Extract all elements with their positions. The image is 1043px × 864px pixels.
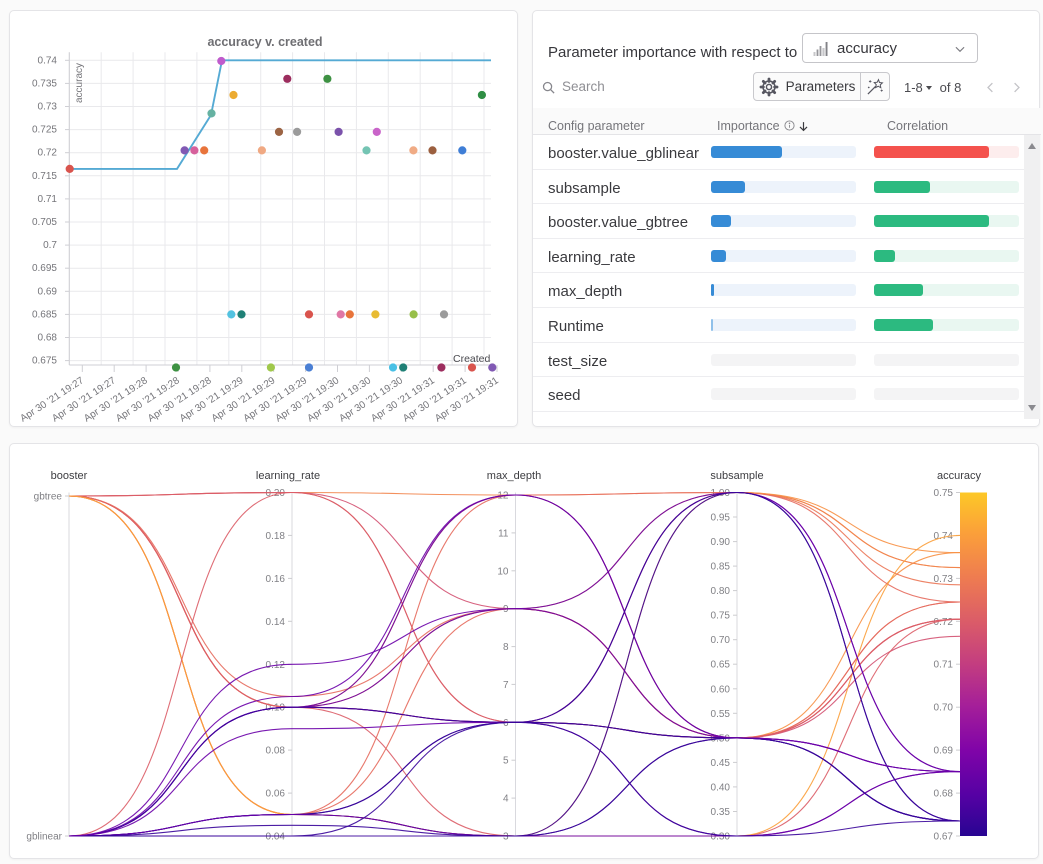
svg-text:0.74: 0.74 (38, 55, 58, 66)
svg-text:0.85: 0.85 (711, 562, 731, 573)
svg-text:0.14: 0.14 (266, 617, 286, 628)
svg-text:3: 3 (503, 832, 509, 843)
svg-text:subsample: subsample (710, 470, 763, 482)
svg-text:0.74: 0.74 (934, 531, 954, 542)
svg-text:4: 4 (503, 794, 509, 805)
svg-text:accuracy: accuracy (74, 63, 85, 103)
svg-text:0.725: 0.725 (32, 125, 57, 136)
svg-text:0.7: 0.7 (43, 240, 57, 251)
svg-text:0.70: 0.70 (934, 703, 954, 714)
svg-text:0.73: 0.73 (38, 102, 58, 113)
svg-text:learning_rate: learning_rate (256, 470, 320, 482)
svg-text:0.68: 0.68 (934, 789, 954, 800)
svg-text:0.30: 0.30 (711, 832, 731, 843)
svg-text:0.55: 0.55 (711, 709, 731, 720)
svg-text:0.72: 0.72 (934, 617, 954, 628)
svg-text:6: 6 (503, 718, 509, 729)
svg-text:gblinear: gblinear (26, 832, 62, 843)
svg-text:0.80: 0.80 (711, 586, 731, 597)
svg-text:gbtree: gbtree (34, 492, 63, 503)
svg-text:0.705: 0.705 (32, 217, 57, 228)
svg-text:10: 10 (497, 566, 509, 577)
svg-text:0.73: 0.73 (934, 574, 954, 585)
svg-text:0.72: 0.72 (38, 148, 58, 159)
svg-text:0.675: 0.675 (32, 356, 57, 367)
svg-text:0.75: 0.75 (934, 488, 954, 499)
svg-text:11: 11 (498, 528, 509, 539)
svg-text:0.06: 0.06 (266, 789, 286, 800)
svg-text:max_depth: max_depth (487, 470, 541, 482)
svg-text:0.695: 0.695 (32, 263, 57, 274)
svg-text:0.75: 0.75 (711, 611, 731, 622)
svg-text:0.70: 0.70 (711, 635, 731, 646)
svg-text:0.715: 0.715 (32, 171, 57, 182)
svg-text:0.69: 0.69 (934, 746, 954, 757)
svg-text:0.71: 0.71 (934, 660, 954, 671)
svg-text:booster: booster (51, 470, 88, 482)
svg-text:Created: Created (453, 353, 491, 365)
svg-text:0.60: 0.60 (711, 684, 731, 695)
svg-text:0.20: 0.20 (266, 488, 286, 499)
svg-text:8: 8 (503, 642, 509, 653)
svg-text:0.685: 0.685 (32, 309, 57, 320)
svg-text:0.735: 0.735 (32, 78, 57, 89)
svg-text:0.16: 0.16 (266, 574, 286, 585)
svg-text:7: 7 (503, 680, 509, 691)
svg-text:0.40: 0.40 (711, 782, 731, 793)
svg-text:0.71: 0.71 (38, 194, 58, 205)
svg-text:0.04: 0.04 (266, 832, 286, 843)
svg-text:0.35: 0.35 (711, 807, 731, 818)
svg-text:5: 5 (503, 756, 509, 767)
svg-text:9: 9 (503, 604, 509, 615)
svg-text:0.18: 0.18 (266, 531, 286, 542)
svg-text:0.69: 0.69 (38, 286, 58, 297)
svg-text:0.68: 0.68 (38, 333, 58, 344)
svg-text:0.90: 0.90 (711, 537, 731, 548)
svg-text:0.67: 0.67 (934, 832, 954, 843)
svg-text:0.08: 0.08 (266, 746, 286, 757)
svg-text:0.45: 0.45 (711, 758, 731, 769)
svg-text:0.95: 0.95 (711, 513, 731, 524)
svg-text:0.65: 0.65 (711, 660, 731, 671)
svg-text:accuracy: accuracy (937, 470, 982, 482)
svg-text:accuracy v. created: accuracy v. created (207, 35, 322, 49)
